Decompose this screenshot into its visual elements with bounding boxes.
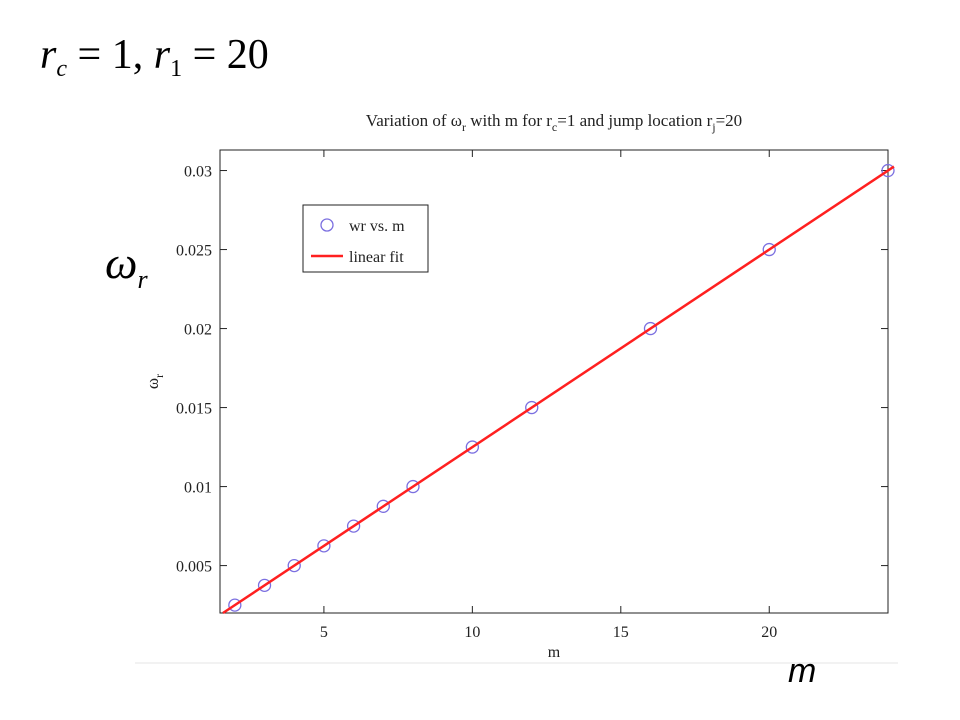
y-label-part: ω	[143, 378, 162, 389]
top-formula: rc = 1, r1 = 20	[40, 32, 269, 82]
x-symbol: m	[788, 652, 816, 690]
data-point	[525, 400, 539, 415]
data-point	[228, 598, 242, 612]
data-point	[465, 440, 480, 454]
x-tick-label: 5	[320, 624, 328, 641]
data-point	[376, 499, 390, 513]
x-tick-label: 10	[464, 624, 480, 641]
y-symbol: ωr	[105, 237, 148, 294]
data-point	[643, 321, 658, 336]
data-point	[257, 578, 272, 592]
y-tick-label: 0.025	[176, 243, 212, 260]
title-part: r	[462, 120, 466, 134]
data-point	[406, 479, 420, 494]
title-part: j	[711, 120, 715, 134]
chart-title: Variation of ωr with m for rc=1 and jump…	[366, 111, 742, 134]
y-tick-label: 0.02	[184, 322, 212, 339]
title-part: Variation of ω	[366, 111, 462, 130]
data-point	[762, 242, 776, 257]
data-point	[346, 519, 361, 533]
title-part: =20	[716, 111, 743, 130]
legend-swatch	[320, 218, 334, 232]
data-point	[287, 558, 301, 573]
axes: Variation of ωr with m for rc=1 and jump…	[143, 111, 895, 661]
y-tick-label: 0.005	[176, 559, 212, 576]
data-point	[881, 163, 895, 178]
x-tick-label: 20	[761, 624, 777, 641]
title-part: with m for r	[466, 111, 552, 130]
fit-line	[222, 165, 895, 615]
title-part: =1 and jump location r	[557, 111, 712, 130]
data-point	[317, 539, 331, 553]
x-tick-label: 15	[613, 624, 629, 641]
legend-box	[302, 204, 429, 273]
y-tick-label: 0.03	[184, 164, 212, 181]
y-axis-label: ωr	[143, 374, 166, 389]
y-label-part: r	[152, 374, 166, 378]
legend-label: linear fit	[349, 249, 404, 266]
title-part: c	[552, 120, 557, 134]
y-tick-label: 0.015	[176, 401, 212, 418]
legend-label: wr vs. m	[349, 218, 405, 235]
x-axis-label: m	[548, 644, 561, 661]
y-tick-label: 0.01	[184, 480, 212, 497]
